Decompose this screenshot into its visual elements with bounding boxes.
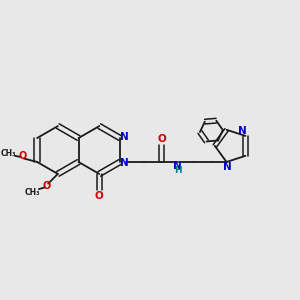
Text: N: N <box>173 161 182 171</box>
Text: N: N <box>120 132 129 142</box>
Text: N: N <box>120 158 129 168</box>
Text: O: O <box>18 152 27 161</box>
Text: H: H <box>174 166 181 175</box>
Text: CH₃: CH₃ <box>1 149 16 158</box>
Text: O: O <box>157 134 166 145</box>
Text: CH₃: CH₃ <box>25 188 40 197</box>
Text: O: O <box>95 190 104 200</box>
Text: N: N <box>223 162 232 172</box>
Text: O: O <box>42 181 51 191</box>
Text: N: N <box>238 126 246 136</box>
